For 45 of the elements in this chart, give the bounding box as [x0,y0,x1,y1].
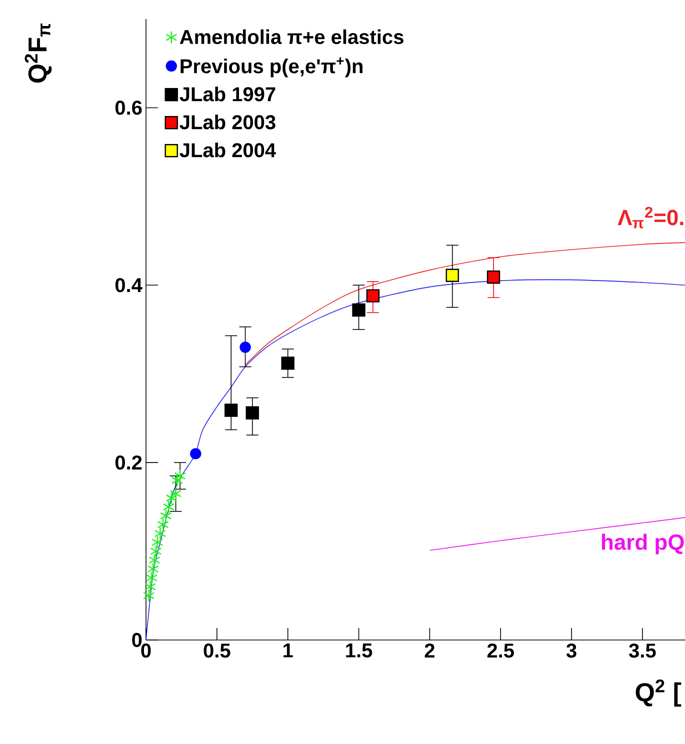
x-tick-label: 3 [566,644,576,658]
point [147,562,159,576]
line-series [244,242,685,366]
x-axis-title: Q$^{2}$ [ [636,680,682,707]
y-tick-label: 0 [132,632,142,648]
point [446,268,459,282]
x-tick-label: 0 [141,644,151,658]
point [150,544,162,558]
point [174,469,186,482]
x-tick-label: 1 [284,644,293,658]
point [246,406,259,420]
point [144,580,156,594]
point [352,303,366,317]
point [143,589,155,602]
point [224,404,238,417]
legend-label: Amendolia π+e elastics [180,29,404,44]
x-tick-label: 3.5 [628,644,656,658]
point [152,536,164,550]
point [148,554,160,567]
point [162,500,174,514]
point [160,509,172,522]
point [170,487,182,500]
series-label: hard pQ [602,534,684,554]
point [146,571,158,584]
legend-label: Previous p(e,e'π$^{+}$)n [180,57,362,78]
point [190,448,202,460]
legend-label: JLab 1997 [180,86,276,102]
y-tick-label: 0.6 [115,100,142,115]
legend-label: JLab 2004 [180,142,276,158]
x-tick-label: 2.5 [487,644,514,658]
point [281,356,294,370]
legend-label: JLab 2003 [180,114,276,130]
y-tick-label: 0.2 [115,455,142,470]
y-tick-label: 0.4 [115,278,142,292]
point [366,289,380,302]
series-label: Λ$_{π}$$^{2}$=0. [618,206,684,228]
point [154,526,166,540]
point [166,491,178,505]
x-tick-label: 1.5 [346,644,372,658]
point [486,270,500,284]
x-tick-label: 2 [424,644,434,658]
x-tick-label: 0.5 [204,644,230,658]
y-axis-title: Q$^{2}$F$_{π}$ [24,24,52,83]
point [157,518,169,532]
point [240,342,251,353]
